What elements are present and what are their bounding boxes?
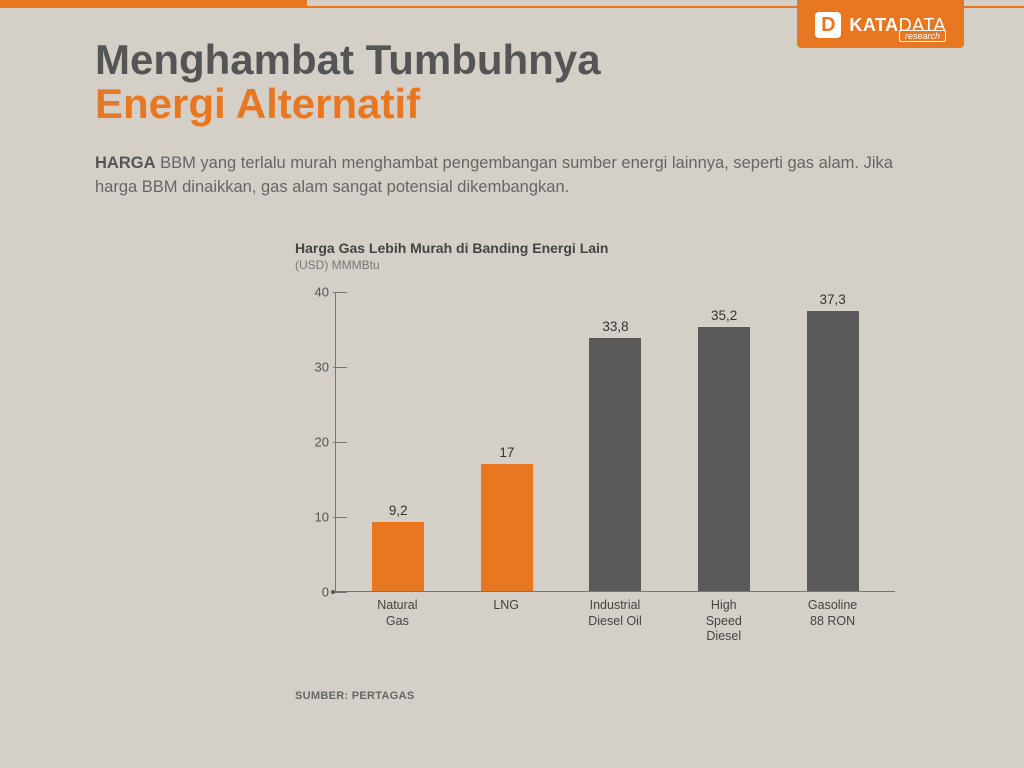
chart-x-label: IndustrialDiesel Oil [580,598,650,645]
chart-x-label: NaturalGas [362,598,432,645]
chart-origin-dot [331,590,335,594]
chart-y-tick-mark [333,592,347,593]
chart-subtitle: (USD) MMMBtu [295,258,895,272]
chart-container: Harga Gas Lebih Murah di Banding Energi … [295,240,895,702]
chart-bar [372,522,424,591]
chart-y-tick-label: 40 [315,285,329,300]
chart-bar-value-label: 33,8 [602,319,628,334]
chart-bar-slot: 33,8 [580,319,650,592]
chart-bar-value-label: 17 [499,445,514,460]
chart-y-tick-label: 30 [315,360,329,375]
chart-bar-slot: 9,2 [363,503,433,591]
chart-x-label: HighSpeed Diesel [689,598,759,645]
chart-source: SUMBER: PERTAGAS [295,690,895,702]
chart-bar-value-label: 37,3 [820,292,846,307]
chart-bar-value-label: 35,2 [711,308,737,323]
chart-area: 010203040 9,21733,835,237,3 NaturalGasLN… [295,292,895,632]
brand-mark-icon: D [815,12,841,38]
chart-title: Harga Gas Lebih Murah di Banding Energi … [295,240,895,256]
page-title-line2: Energi Alternatif [95,82,929,126]
chart-x-label: LNG [471,598,541,645]
chart-y-tick-label: 10 [315,510,329,525]
description-body: BBM yang terlalu murah menghambat pengem… [95,154,893,196]
chart-bar [481,464,533,592]
chart-bar-value-label: 9,2 [389,503,408,518]
chart-bar-slot: 35,2 [689,308,759,591]
chart-bar [589,338,641,592]
brand-sublabel: research [899,30,946,42]
description-lead: HARGA [95,154,156,172]
chart-bar [698,327,750,591]
brand-name-bold: KATA [849,15,898,35]
description-paragraph: HARGA BBM yang terlalu murah menghambat … [95,152,895,200]
chart-y-tick-label: 0 [322,585,329,600]
chart-bar [807,311,859,591]
chart-bar-slot: 17 [472,445,542,592]
chart-x-label: Gasoline88 RON [798,598,868,645]
chart-y-axis: 010203040 [295,292,335,592]
brand-badge: D KATADATA research [797,0,964,48]
chart-y-tick-label: 20 [315,435,329,450]
chart-x-labels: NaturalGas LNG IndustrialDiesel Oil HighSpe… [335,598,895,645]
chart-bar-slot: 37,3 [798,292,868,591]
chart-plot: 9,2 17 33,8 35,2 37,3 [335,292,895,592]
main-content: Menghambat Tumbuhnya Energi Alternatif H… [0,8,1024,702]
